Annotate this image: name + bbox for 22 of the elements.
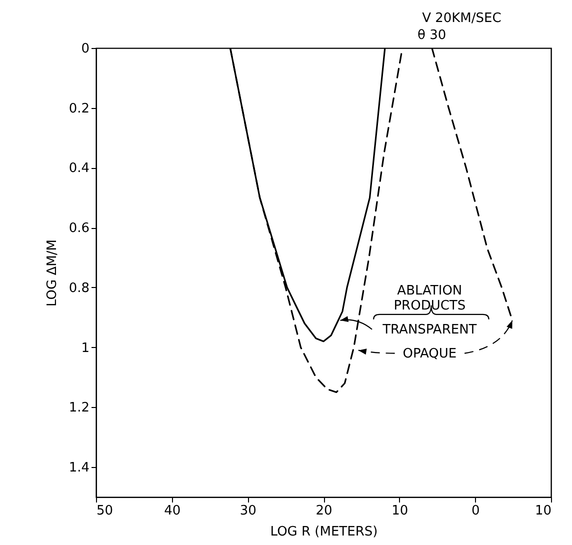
text: θ 30: [418, 28, 446, 43]
legend-label: OPAQUE: [402, 346, 457, 362]
text: V 20KM/SEC: [422, 11, 502, 26]
x-tick-label: 30: [240, 504, 256, 518]
legend-label: TRANSPARENT: [382, 322, 477, 338]
y-tick-label: 0.8: [68, 280, 90, 296]
y-tick-label: 1.2: [68, 400, 90, 416]
x-tick-label: 10: [392, 504, 408, 518]
y-tick-label: 0: [81, 42, 90, 56]
y-tick-label: 0.6: [68, 221, 90, 236]
x-tick-label: 20: [316, 504, 332, 518]
annotation: ABLATION PRODUCTS: [394, 283, 466, 314]
y-tick-label: 0.4: [68, 161, 90, 176]
y-tick-label: 1: [81, 340, 90, 356]
x-tick-label: 40: [164, 504, 181, 518]
x-tick-label: 50: [96, 504, 114, 518]
y-tick-label: 0.2: [68, 101, 90, 116]
x-axis-title: LOG R (METERS): [270, 524, 378, 540]
x-tick-label: 10: [534, 504, 552, 518]
y-tick-label: 1.4: [68, 460, 90, 476]
x-tick-label: 0: [472, 504, 480, 518]
y-axis-title: LOG ΔM/M: [44, 240, 60, 306]
